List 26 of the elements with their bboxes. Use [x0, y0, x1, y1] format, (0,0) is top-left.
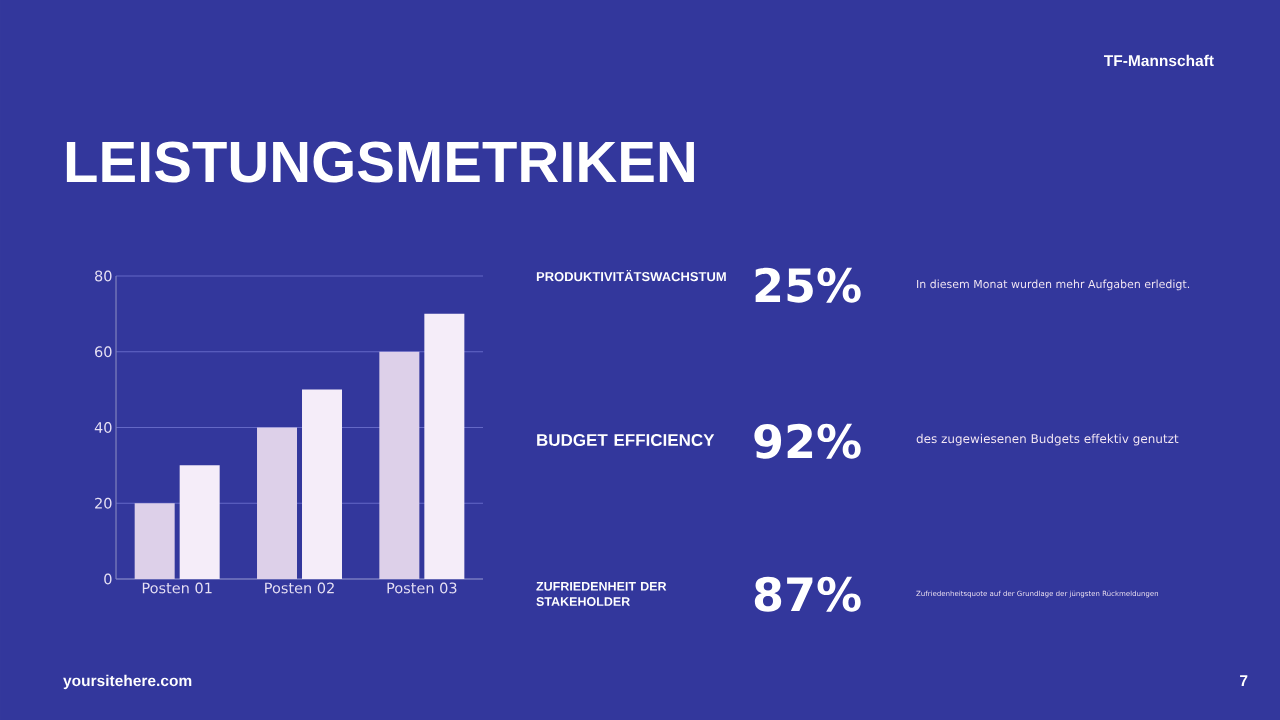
bar: [179, 465, 220, 579]
y-tick-label: 20: [95, 497, 112, 509]
text: des zugewiesenen Budgets effektiv genutzt: [916, 433, 1179, 446]
chart-title: LEISTUNGSMETRIKEN: [66, 141, 694, 183]
bar: [424, 313, 465, 579]
y-tick-label: 60: [95, 346, 112, 358]
x-tick-label: Posten 01: [142, 582, 212, 594]
text: 25%: [755, 267, 861, 303]
bar: [302, 389, 343, 579]
x-tick-label: Posten 03: [387, 582, 457, 594]
y-tick-label: 0: [104, 573, 112, 585]
text: PRODUKTIVITÄTSWACHSTUM: [536, 269, 726, 282]
y-tick-label: 80: [95, 270, 112, 282]
text: TF-Mannschaft: [1103, 54, 1214, 67]
text: In diesem Monat wurden mehr Aufgaben erledigt.: [917, 279, 1190, 291]
text: 87%: [754, 576, 861, 612]
text: BUDGET EFFICIENCY: [537, 433, 715, 447]
text: ZUFRIEDENHEIT DER STAKEHOLDER: [536, 581, 667, 606]
text: 7: [1240, 675, 1248, 686]
bar: [257, 427, 298, 579]
text: yoursitehere.com: [63, 674, 192, 690]
y-tick-label: 40: [94, 422, 112, 433]
x-tick-label: Posten 02: [265, 582, 334, 594]
text: 92%: [754, 423, 861, 459]
bar: [379, 351, 420, 579]
bar: [134, 503, 175, 579]
